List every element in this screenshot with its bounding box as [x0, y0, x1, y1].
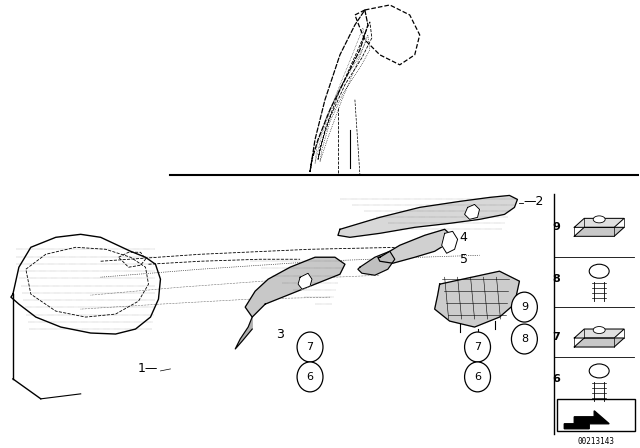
Text: 1—: 1— [138, 362, 159, 375]
Ellipse shape [297, 332, 323, 362]
Ellipse shape [511, 324, 538, 354]
Polygon shape [358, 251, 395, 275]
Bar [557, 399, 635, 431]
Polygon shape [435, 271, 520, 327]
Ellipse shape [465, 362, 490, 392]
Ellipse shape [589, 364, 609, 378]
Text: 8: 8 [552, 274, 560, 284]
Ellipse shape [589, 264, 609, 278]
Text: 9: 9 [552, 222, 560, 233]
Text: 7: 7 [307, 342, 314, 352]
Text: 00213143: 00213143 [578, 437, 614, 446]
Polygon shape [338, 195, 517, 237]
Text: 8: 8 [521, 334, 528, 344]
Polygon shape [574, 329, 624, 338]
Text: —2: —2 [524, 195, 544, 208]
Polygon shape [245, 257, 345, 317]
Ellipse shape [465, 332, 490, 362]
Ellipse shape [511, 292, 538, 322]
Text: 3: 3 [276, 327, 284, 340]
Text: 6: 6 [474, 372, 481, 382]
Ellipse shape [593, 216, 605, 223]
Polygon shape [574, 338, 624, 347]
Polygon shape [564, 411, 609, 429]
Polygon shape [378, 229, 452, 263]
Text: 5: 5 [460, 253, 468, 266]
Polygon shape [442, 231, 458, 253]
Text: 4: 4 [460, 231, 467, 244]
Polygon shape [465, 204, 479, 220]
Text: 7: 7 [474, 342, 481, 352]
Ellipse shape [593, 327, 605, 333]
Text: 9: 9 [521, 302, 528, 312]
Polygon shape [236, 317, 252, 349]
Polygon shape [298, 273, 312, 289]
Text: 6: 6 [552, 374, 560, 384]
Text: 7: 7 [552, 332, 560, 342]
Polygon shape [574, 218, 624, 227]
Text: 6: 6 [307, 372, 314, 382]
Ellipse shape [297, 362, 323, 392]
Polygon shape [574, 227, 624, 236]
